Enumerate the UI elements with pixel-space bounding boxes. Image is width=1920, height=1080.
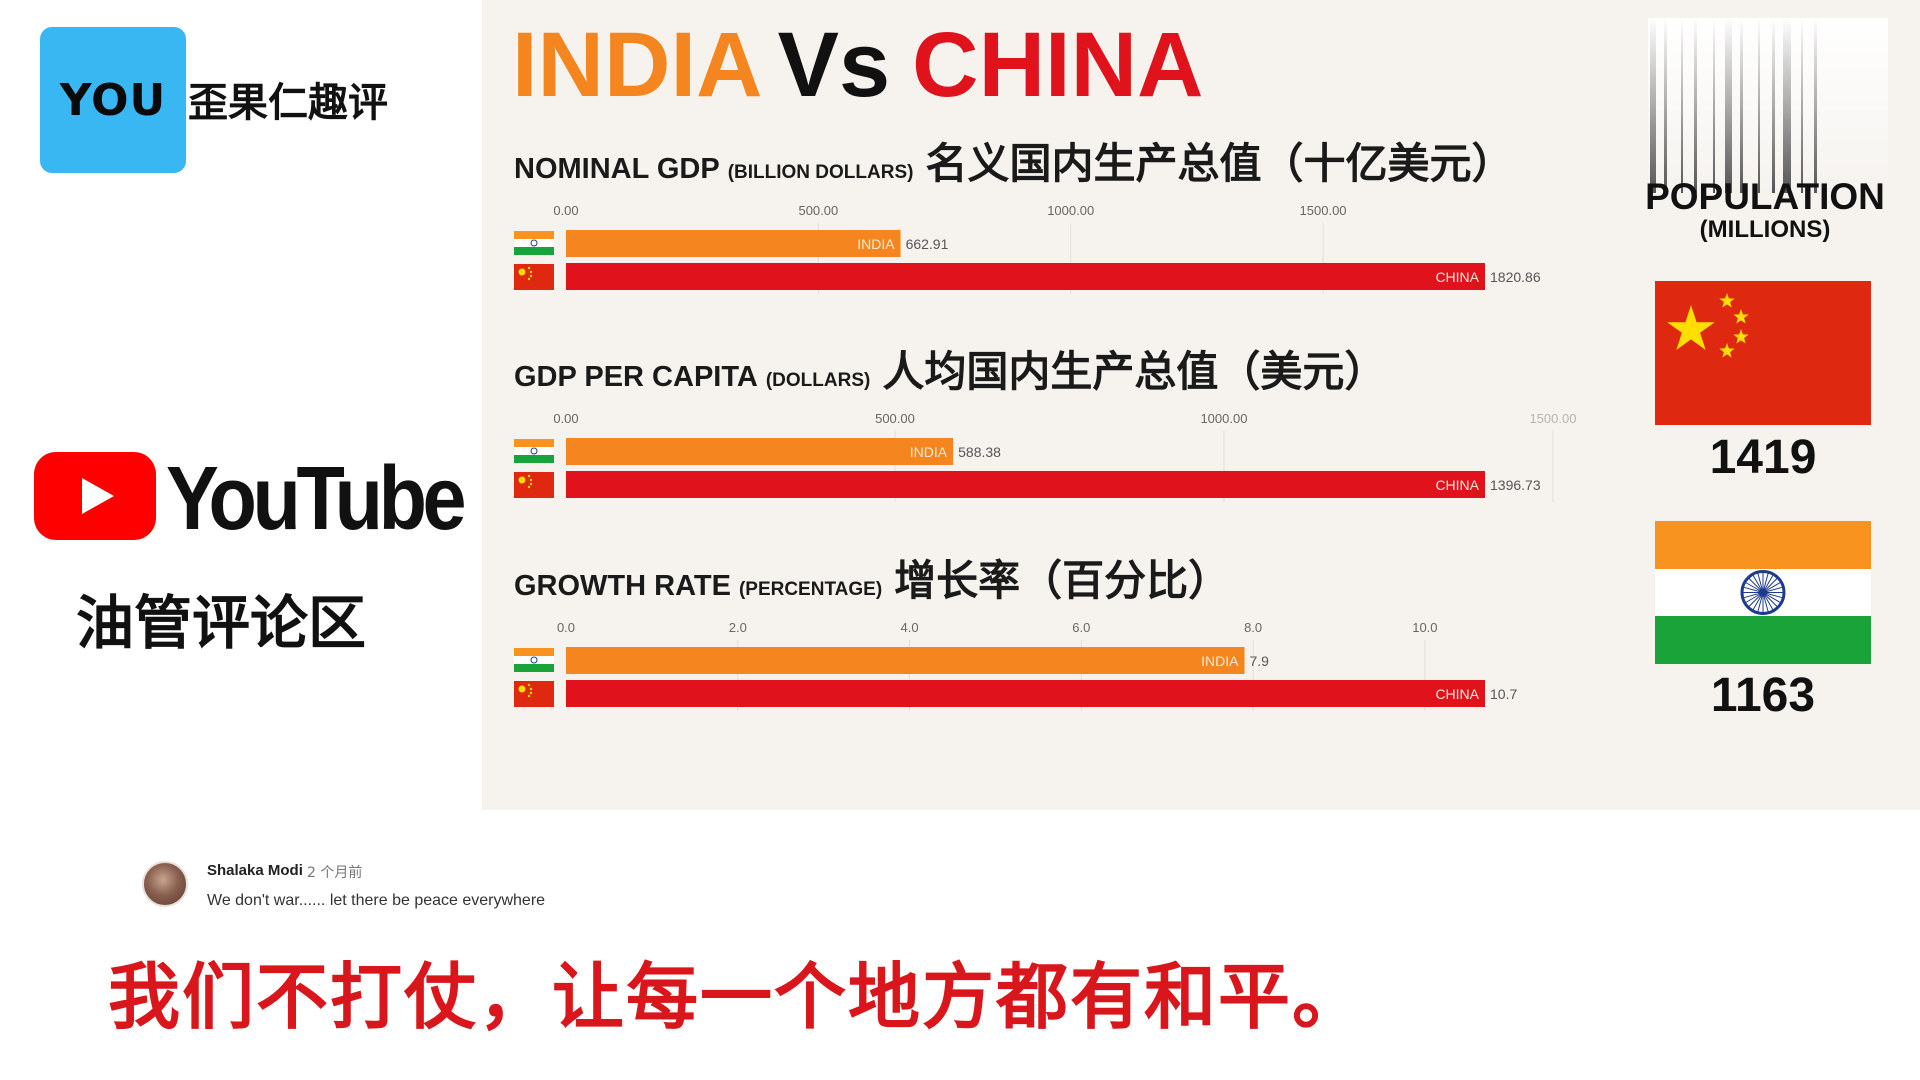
chart-title-india: INDIA bbox=[512, 14, 761, 116]
bar-india bbox=[566, 438, 954, 465]
section-title: NOMINAL GDP (BILLION DOLLARS) 名义国内生产总值（十亿美… bbox=[514, 139, 1513, 188]
bar-china bbox=[566, 263, 1485, 290]
section-title: GDP PER CAPITA (DOLLARS) 人均国内生产总值（美元） bbox=[514, 347, 1386, 396]
chart-sections: NOMINAL GDP (BILLION DOLLARS) 名义国内生产总值（十亿美… bbox=[514, 139, 1576, 711]
channel-logo: YOU bbox=[40, 27, 186, 173]
bar-label: INDIA bbox=[910, 444, 948, 460]
chart-canvas: INDIA Vs CHINA NOMINAL GDP (BILLION DOLLARS… bbox=[512, 14, 1576, 711]
youtube-play-icon bbox=[34, 452, 156, 540]
population-title: POPULATION bbox=[1645, 176, 1885, 217]
value-label: 662.91 bbox=[906, 236, 949, 252]
tick-label: 0.00 bbox=[553, 203, 578, 218]
section-unit: (DOLLARS) bbox=[766, 370, 870, 391]
section-unit: (BILLION DOLLARS) bbox=[728, 162, 914, 183]
bar-china bbox=[566, 680, 1485, 707]
tick-label: 2.0 bbox=[729, 620, 747, 635]
chart-section-2: GDP PER CAPITA (DOLLARS) 人均国内生产总值（美元） 0.00 5… bbox=[514, 347, 1576, 502]
comment-author: Shalaka Modi bbox=[207, 862, 303, 879]
bar-label: CHINA bbox=[1435, 269, 1479, 285]
section-title: GROWTH RATE (PERCENTAGE) 增长率（百分比） bbox=[514, 556, 1230, 605]
china-mini-flag-icon bbox=[514, 472, 554, 498]
india-flag-icon bbox=[1655, 521, 1871, 664]
population-unit: (MILLIONS) bbox=[1699, 216, 1831, 243]
china-mini-flag-icon bbox=[514, 681, 554, 707]
china-population-value: 1419 bbox=[1709, 431, 1817, 484]
section-title-cn: 名义国内生产总值（十亿美元） bbox=[925, 139, 1513, 188]
tick-label: 6.0 bbox=[1072, 620, 1090, 635]
tick-label: 10.0 bbox=[1412, 620, 1437, 635]
chart-title-vs: Vs bbox=[778, 14, 891, 116]
value-label: 1396.73 bbox=[1490, 477, 1541, 493]
tick-label: 1500.00 bbox=[1300, 203, 1347, 218]
chart-title: INDIA Vs CHINA bbox=[512, 14, 1203, 116]
commenter-avatar bbox=[142, 861, 188, 907]
tick-label: 8.0 bbox=[1244, 620, 1262, 635]
tick-label: 1000.00 bbox=[1200, 411, 1247, 426]
bar-label: CHINA bbox=[1435, 686, 1479, 702]
bar-label: CHINA bbox=[1435, 477, 1479, 493]
bar-india bbox=[566, 647, 1245, 674]
tick-label: 1500.00 bbox=[1529, 411, 1576, 426]
tick-label: 0.00 bbox=[553, 411, 578, 426]
tick-label: 1000.00 bbox=[1047, 203, 1094, 218]
comment-text: We don't war...... let there be peace ev… bbox=[207, 892, 546, 909]
india-population-value: 1163 bbox=[1710, 669, 1816, 722]
channel-name: 歪果仁趣评 bbox=[188, 79, 388, 126]
bar-label: INDIA bbox=[857, 236, 895, 252]
section-title-cn: 增长率（百分比） bbox=[894, 556, 1230, 605]
india-mini-flag-icon bbox=[514, 439, 554, 463]
section-title-cn: 人均国内生产总值（美元） bbox=[882, 347, 1386, 396]
india-mini-flag-icon bbox=[514, 231, 554, 255]
youtube-wordmark: YouTube bbox=[166, 449, 467, 549]
india-mini-flag-icon bbox=[514, 648, 554, 672]
comment-translation: 我们不打仗，让每一个地方都有和平。 bbox=[108, 954, 1367, 1039]
tick-label: 500.00 bbox=[798, 203, 838, 218]
value-label: 588.38 bbox=[958, 444, 1001, 460]
section-title-en: GDP PER CAPITA bbox=[514, 361, 758, 393]
section-label: 油管评论区 bbox=[76, 589, 367, 657]
value-label: 10.7 bbox=[1490, 686, 1517, 702]
section-title-en: NOMINAL GDP bbox=[514, 153, 720, 185]
china-mini-flag-icon bbox=[514, 264, 554, 290]
section-title-en: GROWTH RATE bbox=[514, 570, 731, 602]
tick-label: 500.00 bbox=[875, 411, 915, 426]
section-unit: (PERCENTAGE) bbox=[739, 579, 882, 600]
barcode-decoration bbox=[1648, 18, 1888, 193]
tick-label: 4.0 bbox=[901, 620, 919, 635]
bar-india bbox=[566, 230, 901, 257]
channel-logo-text: YOU bbox=[59, 74, 167, 126]
tick-label: 0.0 bbox=[557, 620, 575, 635]
chart-section-3: GROWTH RATE (PERCENTAGE) 增长率（百分比） 0.0 2.0 4.0… bbox=[514, 556, 1517, 711]
china-flag-icon bbox=[1655, 281, 1871, 425]
value-label: 7.9 bbox=[1250, 653, 1270, 669]
chart-section-1: NOMINAL GDP (BILLION DOLLARS) 名义国内生产总值（十亿美… bbox=[514, 139, 1541, 294]
chart-title-china: CHINA bbox=[912, 14, 1203, 116]
bar-label: INDIA bbox=[1201, 653, 1239, 669]
value-label: 1820.86 bbox=[1490, 269, 1541, 285]
bar-china bbox=[566, 471, 1485, 498]
comment-time: 2 个月前 bbox=[307, 865, 363, 881]
